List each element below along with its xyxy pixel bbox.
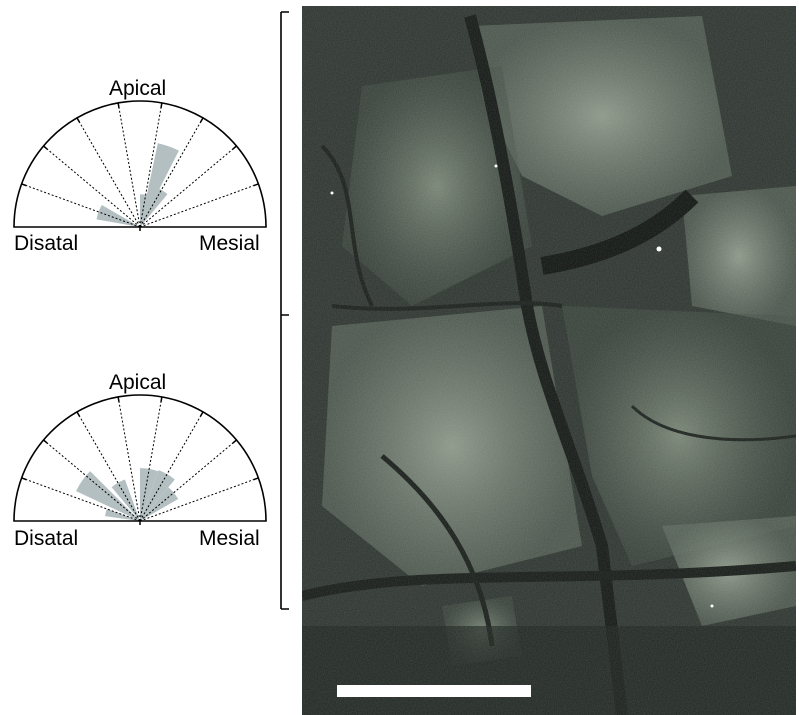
scale-bar xyxy=(337,685,531,697)
rose-tick xyxy=(21,477,27,481)
rose-bottom-label-apical: Apical xyxy=(109,371,167,394)
rose-radial-line xyxy=(43,439,141,522)
rose-tick xyxy=(76,117,81,123)
rose-radial-line xyxy=(139,396,163,522)
rose-bottom-label-distal: Disatal xyxy=(14,527,79,550)
rose-radial-line xyxy=(139,477,259,522)
rose-segment xyxy=(111,479,140,521)
rose-tick xyxy=(160,396,163,402)
rose-segment xyxy=(96,204,140,227)
rose-tick xyxy=(21,183,27,187)
rose-radial-line xyxy=(117,102,141,228)
rose-bottom-label-mesial: Mesial xyxy=(199,527,260,550)
rose-radial-line xyxy=(139,411,204,522)
rose-radial-line xyxy=(76,411,141,522)
rose-segment xyxy=(140,186,168,227)
rose-diagram-top-plot xyxy=(13,100,267,231)
rose-radial-line xyxy=(139,183,259,228)
rose-tick xyxy=(232,145,238,150)
rose-radial-line xyxy=(139,102,163,228)
rose-tick xyxy=(117,396,120,402)
rose-tick xyxy=(160,102,163,108)
rose-segment xyxy=(140,468,159,521)
rose-outline xyxy=(13,100,267,228)
rose-top-label-distal: Disatal xyxy=(14,232,79,255)
rose-diagram-bottom-plot xyxy=(13,394,267,525)
bracket-line xyxy=(280,11,289,610)
rose-tick xyxy=(232,439,238,444)
micrograph-texture xyxy=(302,6,796,715)
rose-tick xyxy=(199,411,204,417)
rose-segment xyxy=(76,471,140,521)
rose-radial-line xyxy=(117,396,141,522)
rose-radial-line xyxy=(43,145,141,228)
panel-bracket xyxy=(280,11,289,610)
rose-tick xyxy=(76,411,81,417)
rose-tick xyxy=(199,117,204,123)
rose-segment xyxy=(140,470,175,521)
rose-tick xyxy=(117,102,120,108)
rose-radial-line xyxy=(139,439,237,522)
rose-tick xyxy=(253,477,259,481)
rose-top-label-apical: Apical xyxy=(109,77,167,100)
rose-radial-line xyxy=(139,145,237,228)
rose-outline xyxy=(13,394,267,522)
rose-tick xyxy=(42,145,48,150)
rose-segment xyxy=(140,143,179,227)
micrograph-image xyxy=(302,6,796,715)
rose-tick xyxy=(253,183,259,187)
rose-tick xyxy=(42,439,48,444)
rose-radial-line xyxy=(139,117,204,228)
rose-diagram-bottom: Apical Disatal Mesial xyxy=(0,368,290,618)
rose-top-label-mesial: Mesial xyxy=(199,232,260,255)
rose-radial-line xyxy=(21,477,141,522)
rose-radial-line xyxy=(21,183,141,228)
rose-diagram-top: Apical Disatal Mesial xyxy=(0,70,290,320)
rose-radial-line xyxy=(76,117,141,228)
